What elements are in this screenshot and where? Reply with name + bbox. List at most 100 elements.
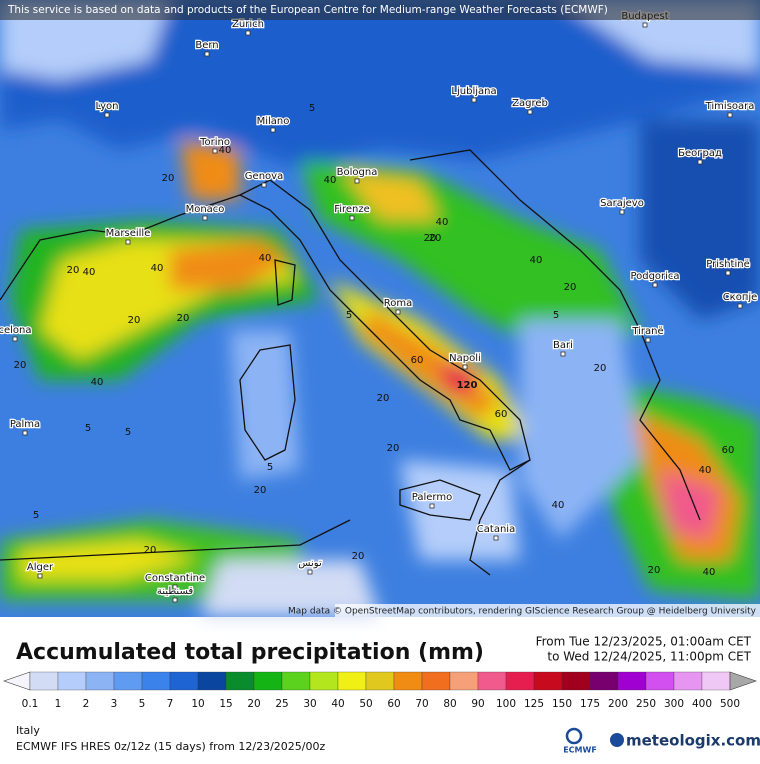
- attribution: Map data © OpenStreetMap contributors, r…: [288, 607, 757, 617]
- city-marker: [204, 51, 210, 57]
- city-marker: [212, 148, 218, 154]
- city-marker: [354, 178, 360, 184]
- city-label: Zürich: [232, 19, 264, 30]
- contour-label: 5: [267, 462, 273, 473]
- legend-swatch: [197, 671, 227, 691]
- contour-label: 40: [151, 263, 164, 274]
- city-label: Ljubljana: [451, 86, 496, 97]
- contour-label: 60: [495, 409, 508, 420]
- contour-label: 20: [128, 315, 141, 326]
- legend-level: 70: [415, 698, 428, 710]
- contour-label: 40: [552, 500, 565, 511]
- contour-label: 20: [429, 233, 442, 244]
- city-marker: [104, 112, 110, 118]
- city-label: Скопје: [723, 291, 758, 303]
- city-marker: [619, 209, 625, 215]
- contour-label: 40: [83, 267, 96, 278]
- city-marker: [642, 22, 648, 28]
- contour-label: 20: [424, 233, 437, 244]
- legend-level: 50: [359, 698, 372, 710]
- city-label: Catania: [477, 524, 515, 535]
- legend-level: 100: [496, 698, 516, 710]
- legend-swatch: [673, 671, 703, 691]
- city-marker: [202, 215, 208, 221]
- city-label: Milano: [257, 116, 290, 127]
- city-marker: [261, 182, 267, 188]
- period-end: to Wed 12/24/2025, 11:00pm CET: [547, 650, 751, 664]
- precipitation-map: Map data © OpenStreetMap contributors, r…: [0, 0, 760, 617]
- legend-swatch: [477, 671, 507, 691]
- legend-level: 2: [83, 698, 90, 710]
- contour-label: 40: [219, 145, 232, 156]
- contour-label: 5: [553, 310, 559, 321]
- city-label: Београд: [678, 148, 722, 159]
- city-marker: [429, 503, 435, 509]
- legend-level: 200: [608, 698, 628, 710]
- contour-label: 20: [564, 282, 577, 293]
- city-label: Podgorica: [630, 271, 679, 282]
- city-label: Monaco: [186, 204, 225, 215]
- legend-swatch: [253, 671, 283, 691]
- city-marker: [307, 569, 313, 575]
- period-start: From Tue 12/23/2025, 01:00am CET: [536, 635, 752, 649]
- legend-swatch: [561, 671, 591, 691]
- city-label: Tiranë: [631, 326, 663, 337]
- legend-swatch: [57, 671, 87, 691]
- city-marker: [462, 364, 468, 370]
- legend-swatch: [337, 671, 367, 691]
- legend-level: 5: [139, 698, 146, 710]
- contour-label: 20: [177, 313, 190, 324]
- site-logo[interactable]: meteologix.com: [626, 732, 760, 750]
- city-label: Bologna: [337, 167, 378, 178]
- city-marker: [395, 309, 401, 315]
- contour-label: 20: [254, 485, 267, 496]
- legend-level: 20: [247, 698, 260, 710]
- city-marker: [172, 584, 178, 590]
- contour-label: 40: [436, 217, 449, 228]
- contour-label: 5: [125, 427, 131, 438]
- city-marker: [125, 239, 131, 245]
- city-marker: [349, 215, 355, 221]
- legend-level: 150: [552, 698, 572, 710]
- contour-label: 20: [387, 443, 400, 454]
- contour-label: 20: [377, 393, 390, 404]
- contour-label: 20: [14, 360, 27, 371]
- city-label: Napoli: [449, 353, 481, 364]
- city-marker: [471, 97, 477, 103]
- legend-level: 60: [387, 698, 400, 710]
- contour-label: 40: [703, 567, 716, 578]
- contour-label: 5: [33, 510, 39, 521]
- legend-arrow: [729, 671, 757, 691]
- city-label: Roma: [384, 298, 413, 309]
- legend-level: 250: [636, 698, 656, 710]
- legend-swatch: [645, 671, 675, 691]
- city-label: Genova: [245, 171, 283, 182]
- legend-swatch: [169, 671, 199, 691]
- legend-swatch: [281, 671, 311, 691]
- city-marker: [737, 303, 743, 309]
- legend-swatch: [393, 671, 423, 691]
- city-marker: [172, 597, 178, 603]
- city-label: Timisoara: [705, 101, 755, 112]
- region: Italy: [16, 724, 40, 737]
- city-label: Torino: [199, 137, 230, 148]
- legend-level: 0.1: [22, 698, 39, 710]
- city-marker: [725, 270, 731, 276]
- city-label: Palermo: [412, 492, 452, 503]
- legend-swatch: [617, 671, 647, 691]
- contour-label: 40: [530, 255, 543, 266]
- city-marker: [527, 109, 533, 115]
- city-label: Lyon: [95, 101, 118, 112]
- city-label: Palma: [10, 419, 40, 430]
- contour-label: 20: [144, 545, 157, 556]
- legend-level: 175: [580, 698, 600, 710]
- city-marker: [245, 30, 251, 36]
- contour-label: 20: [352, 551, 365, 562]
- legend-level: 25: [275, 698, 288, 710]
- legend-swatch: [421, 671, 451, 691]
- city-marker: [645, 337, 651, 343]
- contour-label: 40: [91, 377, 104, 388]
- legend-swatch: [589, 671, 619, 691]
- legend-level: 125: [524, 698, 544, 710]
